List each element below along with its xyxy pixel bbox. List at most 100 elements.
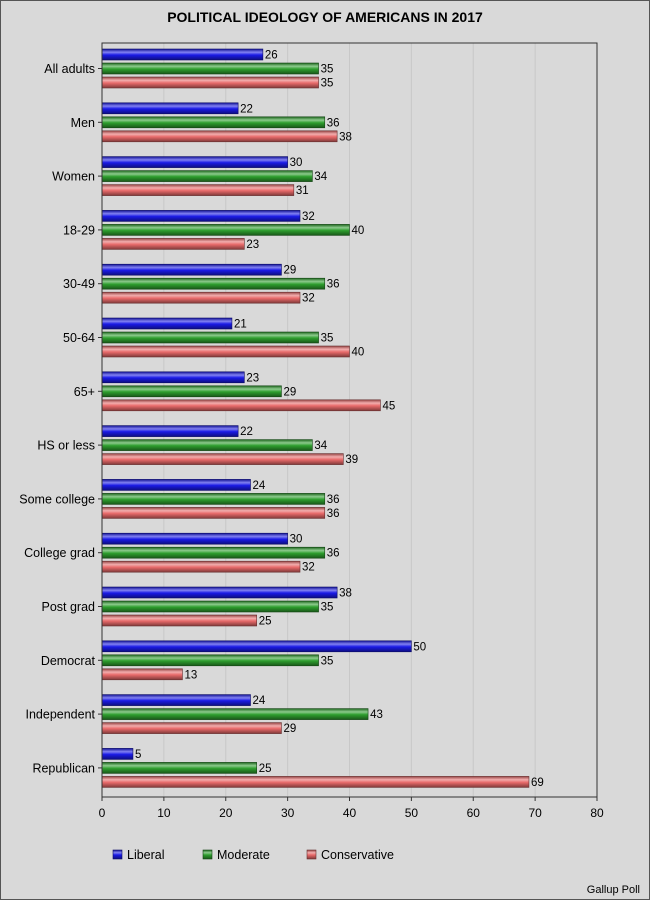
data-label: 35: [321, 64, 334, 76]
x-tick-label: 70: [528, 806, 542, 820]
category-label: 30-49: [63, 277, 95, 291]
category-label: Men: [71, 116, 95, 130]
data-label: 34: [314, 440, 327, 452]
bar-liberal: [101, 479, 251, 491]
legend-swatch: [306, 849, 317, 860]
data-label: 32: [302, 293, 315, 305]
source-label: Gallup Poll: [587, 884, 640, 896]
data-label: 50: [413, 641, 426, 653]
legend-swatch: [202, 849, 213, 860]
bar-conservative: [101, 130, 338, 143]
data-label: 36: [327, 494, 340, 506]
plot-border: [101, 42, 598, 798]
bar-moderate: [101, 708, 369, 720]
data-label: 29: [283, 723, 296, 735]
data-label: 5: [135, 749, 141, 761]
bar-conservative: [101, 614, 257, 627]
bar-liberal: [101, 532, 288, 545]
bar-liberal: [101, 640, 412, 653]
data-label: 21: [234, 319, 247, 331]
data-label: 36: [327, 279, 340, 291]
x-tick-label: 0: [99, 806, 106, 820]
x-tick-label: 50: [405, 806, 419, 820]
data-label: 38: [339, 588, 352, 600]
bar-moderate: [101, 116, 326, 129]
legend-swatch: [112, 849, 123, 860]
data-label: 69: [531, 777, 544, 789]
bar-liberal: [101, 263, 282, 276]
data-label: 35: [321, 655, 334, 667]
legend-item-conservative: Conservative: [306, 848, 394, 862]
data-label: 23: [246, 239, 259, 251]
category-label: Republican: [32, 761, 95, 775]
data-label: 32: [302, 562, 315, 574]
bar-conservative: [101, 722, 282, 734]
legend-label: Moderate: [217, 848, 270, 862]
data-label: 30: [290, 534, 303, 546]
category-label: Some college: [19, 492, 95, 506]
data-label: 38: [339, 131, 352, 143]
bar-conservative: [101, 238, 245, 250]
bar-conservative: [101, 76, 319, 89]
bar-moderate: [101, 493, 326, 505]
data-label: 25: [259, 616, 272, 628]
data-label: 26: [265, 50, 278, 62]
data-label: 24: [253, 695, 266, 707]
data-label: 45: [382, 400, 395, 412]
bar-conservative: [101, 291, 301, 304]
data-label: 29: [283, 386, 296, 398]
x-tick-label: 30: [281, 806, 295, 820]
bar-liberal: [101, 748, 134, 760]
bar-moderate: [101, 277, 326, 290]
data-label: 35: [321, 78, 334, 90]
category-label: 50-64: [63, 331, 95, 345]
category-label: Independent: [25, 708, 95, 722]
bar-moderate: [101, 654, 319, 667]
plot-area: 0 10 20 30 40 50 60 70 80 All adults 26 35 35 Men 22 36…: [19, 42, 604, 820]
bar-liberal: [101, 210, 301, 222]
data-label: 30: [290, 157, 303, 169]
bar-moderate: [101, 762, 257, 774]
category-label: HS or less: [37, 439, 95, 453]
data-label: 23: [246, 372, 259, 384]
data-label: 24: [253, 480, 266, 492]
bar-conservative: [101, 345, 350, 358]
bar-moderate: [101, 600, 319, 613]
category-label: College grad: [24, 546, 95, 560]
category-label: Democrat: [41, 654, 96, 668]
bar-conservative: [101, 184, 295, 196]
legend-label: Liberal: [127, 848, 165, 862]
bar-moderate: [101, 62, 319, 75]
category-label: All adults: [44, 62, 95, 76]
bar-conservative: [101, 507, 326, 519]
bar-moderate: [101, 546, 326, 559]
bar-liberal: [101, 694, 251, 706]
bar-liberal: [101, 586, 338, 599]
bar-conservative: [101, 560, 301, 573]
chart-title: POLITICAL IDEOLOGY OF AMERICANS IN 2017: [167, 9, 483, 25]
category-label: 65+: [74, 385, 95, 399]
data-label: 40: [352, 347, 365, 359]
bar-moderate: [101, 224, 350, 236]
x-tick-label: 10: [157, 806, 171, 820]
legend-item-moderate: Moderate: [202, 848, 270, 862]
bar-conservative: [101, 776, 530, 788]
x-tick-label: 40: [343, 806, 357, 820]
legend-label: Conservative: [321, 848, 394, 862]
category-label: 18-29: [63, 223, 95, 237]
bar-liberal: [101, 156, 288, 168]
legend: Liberal Moderate Conservative: [112, 848, 394, 862]
data-label: 25: [259, 763, 272, 775]
data-label: 43: [370, 709, 383, 721]
data-label: 40: [352, 225, 365, 237]
data-label: 35: [321, 333, 334, 345]
bar-liberal: [101, 48, 264, 61]
legend-item-liberal: Liberal: [112, 848, 165, 862]
bar-moderate: [101, 385, 282, 398]
data-label: 31: [296, 185, 309, 197]
data-label: 35: [321, 602, 334, 614]
bar-liberal: [101, 102, 239, 115]
data-label: 34: [314, 171, 327, 183]
data-label: 29: [283, 265, 296, 277]
